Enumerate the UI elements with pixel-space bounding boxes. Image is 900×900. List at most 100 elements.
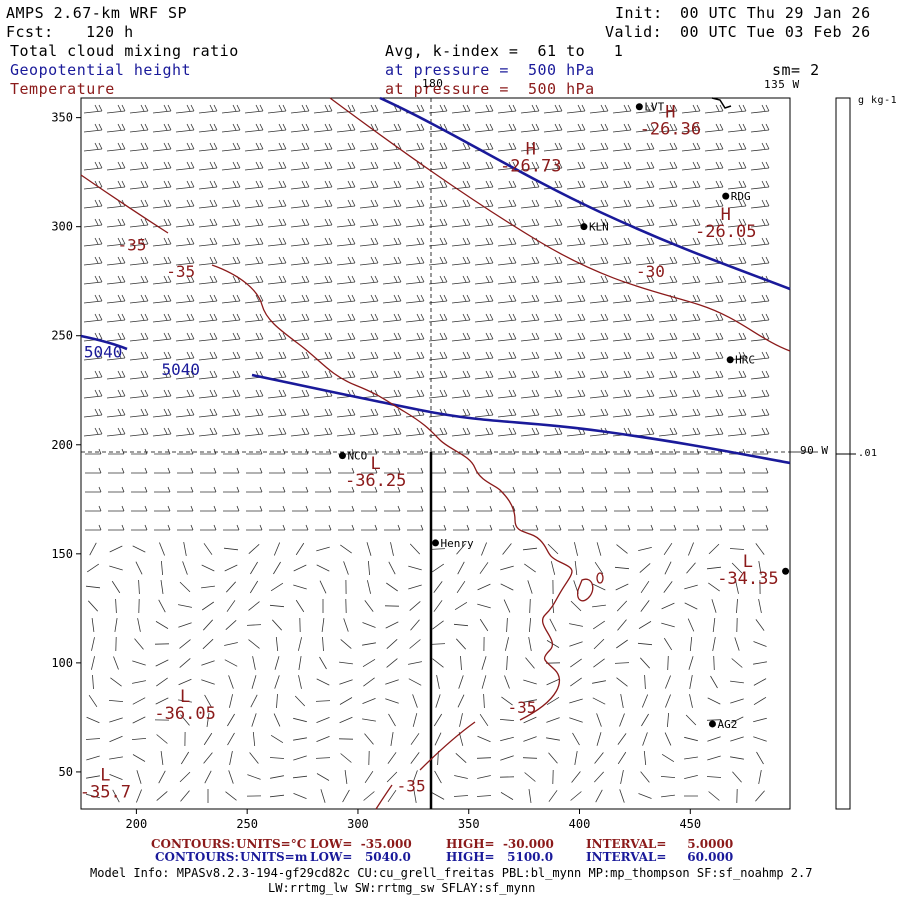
- contour-label: -35: [507, 698, 536, 717]
- model-info-line1: Model Info: MPASv8.2.3-194-gf29cd82c CU:…: [90, 866, 813, 880]
- x-tick-label: 350: [458, 817, 480, 831]
- extremum-symbol: L: [743, 552, 753, 572]
- height-contour-5040: [251, 373, 791, 465]
- contour-label: -30: [636, 262, 665, 281]
- station-label: AG2: [717, 718, 737, 731]
- x-tick-label: 200: [126, 817, 148, 831]
- colorbar-unit-label: g kg-1: [858, 95, 898, 106]
- x-axis: 200 250 300 350 400 450: [126, 809, 701, 831]
- field-geopotential: Geopotential height: [10, 61, 192, 79]
- field-temperature-level: at pressure = 500 hPa: [385, 80, 595, 98]
- field-geopotential-level: at pressure = 500 hPa: [385, 61, 595, 79]
- temp-contour-minus35-sw: [375, 784, 393, 810]
- wind-barbs: [83, 104, 770, 804]
- y-tick-label: 150: [51, 547, 73, 561]
- legend-height-interval: INTERVAL= 60.000: [586, 850, 734, 864]
- forecast-hour-label: Fcst:: [6, 23, 54, 41]
- contour-label: 5040: [161, 360, 200, 379]
- contour-labels-layer: -35 -35 -30 -35 -35 5040 5040: [84, 236, 665, 796]
- wind-barb-field: [83, 104, 770, 804]
- extremum-value: -26.36: [640, 120, 701, 140]
- field-temperature: Temperature: [10, 80, 115, 98]
- y-tick-label: 300: [51, 220, 73, 234]
- legend-height-high: HIGH= 5100.0: [446, 850, 554, 864]
- extremum-value: -26.73: [500, 157, 561, 177]
- model-title: AMPS 2.67-km WRF SP: [6, 4, 188, 22]
- highs-lows-layer: H-26.73H-26.36H-26.05L-36.25L-34.35L-36.…: [80, 103, 779, 803]
- legend-temp-high: HIGH= -30.000: [446, 837, 554, 851]
- station-marker: [708, 720, 716, 728]
- station-label: KLN: [589, 221, 609, 234]
- temp-contour-minus35: [211, 264, 573, 721]
- legend-temp-label: CONTOURS:: [151, 837, 235, 851]
- y-tick-label: 50: [59, 765, 73, 779]
- y-tick-label: 100: [51, 656, 73, 670]
- station-label: NCO: [347, 450, 367, 463]
- meridian-label-90w: 90 W: [800, 444, 829, 457]
- station-label: HRC: [735, 354, 755, 367]
- coastline: [711, 97, 732, 109]
- plot-frame: [80, 97, 791, 810]
- field-k-index: Avg, k-index = 61 to 1: [385, 42, 624, 60]
- field-cloud-mixing: Total cloud mixing ratio: [10, 42, 239, 60]
- extremum-symbol: L: [180, 687, 190, 707]
- smoothing-label: sm= 2: [772, 61, 820, 79]
- colorbar-tick-label: .01: [858, 448, 878, 459]
- extremum-symbol: H: [526, 140, 536, 160]
- valid-time: 00 UTC Tue 03 Feb 26: [680, 23, 871, 41]
- contour-label: -35: [397, 777, 426, 796]
- x-tick-label: 400: [569, 817, 591, 831]
- extremum-symbol: H: [665, 103, 675, 123]
- forecast-hour: 120 h: [86, 23, 134, 41]
- extremum-symbol: L: [100, 766, 110, 786]
- y-tick-label: 200: [51, 438, 73, 452]
- legend-temp-interval: INTERVAL= 5.0000: [586, 837, 734, 851]
- station-marker: [722, 192, 730, 200]
- station-marker: [580, 223, 588, 231]
- station-marker: [726, 356, 734, 364]
- meridian-label-135w: 135 W: [764, 78, 800, 91]
- station-marker: [782, 567, 790, 575]
- x-tick-label: 300: [347, 817, 369, 831]
- height-contour-5040-west: [80, 334, 128, 351]
- model-info-line2: LW:rrtmg_lw SW:rrtmg_sw SFLAY:sf_mynn: [268, 881, 536, 895]
- station-label: LVT: [644, 101, 664, 114]
- temp-contour-minus35-south: [419, 721, 476, 771]
- temp-contour-minus35-ring: [596, 572, 604, 584]
- station-marker: [432, 539, 439, 547]
- height-contour-5100: [379, 96, 791, 291]
- x-tick-label: 250: [236, 817, 258, 831]
- station-marker: [635, 103, 643, 111]
- y-tick-label: 250: [51, 329, 73, 343]
- legend-height-low: LOW= 5040.0: [310, 850, 411, 864]
- init-time: 00 UTC Thu 29 Jan 26: [680, 4, 871, 22]
- y-tick-label: 350: [51, 111, 73, 125]
- extremum-symbol: H: [721, 205, 731, 225]
- station-marker: [338, 452, 346, 460]
- extremum-value: -36.05: [154, 704, 215, 724]
- extremum-value: -34.35: [717, 569, 778, 589]
- temp-contour-minus35-loop: [577, 578, 594, 602]
- legend-temp-low: LOW= -35.000: [310, 837, 412, 851]
- legend-height-label: CONTOURS:: [155, 850, 239, 864]
- extremum-value: -35.7: [80, 783, 131, 803]
- extremum-value: -36.25: [345, 471, 406, 491]
- valid-label: Valid:: [605, 23, 663, 41]
- station-layer: LVT RDG KLN HRC NCO Henry AG2: [338, 101, 790, 731]
- y-axis: 350 300 250 200 150 100 50: [51, 111, 81, 779]
- init-label: Init:: [615, 4, 663, 22]
- contour-label: -35: [118, 236, 147, 255]
- contour-label: -35: [166, 262, 195, 281]
- extremum-value: -26.05: [695, 222, 756, 242]
- x-tick-label: 450: [679, 817, 701, 831]
- extremum-symbol: L: [371, 454, 381, 474]
- contour-label: 5040: [84, 343, 123, 362]
- station-label: Henry: [441, 537, 474, 550]
- station-label: RDG: [731, 190, 751, 203]
- legend-height-units: UNITS=m: [240, 850, 308, 864]
- legend-temp-units: UNITS=°C: [236, 837, 307, 851]
- temp-contour-minus35-north: [80, 174, 169, 234]
- temp-contour-minus30: [329, 97, 791, 352]
- meridian-label-180: 180: [422, 77, 444, 90]
